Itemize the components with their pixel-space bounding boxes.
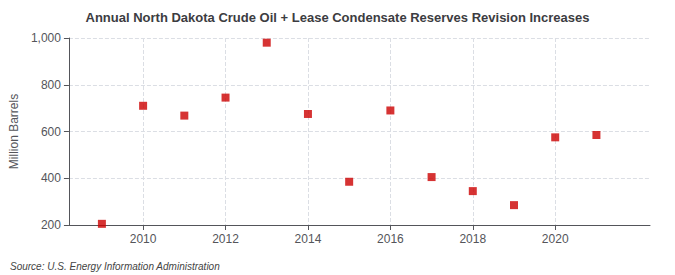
svg-text:1,000: 1,000 [31, 31, 61, 45]
svg-text:2014: 2014 [295, 232, 322, 246]
svg-text:400: 400 [41, 171, 61, 185]
svg-text:2010: 2010 [130, 232, 157, 246]
svg-text:Annual North Dakota Crude Oil: Annual North Dakota Crude Oil + Lease Co… [86, 10, 590, 25]
svg-text:2012: 2012 [212, 232, 239, 246]
svg-text:200: 200 [41, 218, 61, 232]
svg-text:2018: 2018 [459, 232, 486, 246]
svg-text:2016: 2016 [377, 232, 404, 246]
svg-text:Million Barrels: Million Barrels [7, 94, 21, 169]
svg-text:800: 800 [41, 78, 61, 92]
svg-text:2020: 2020 [542, 232, 569, 246]
svg-text:Source: U.S. Energy Informatio: Source: U.S. Energy Information Administ… [10, 261, 220, 272]
svg-text:600: 600 [41, 125, 61, 139]
